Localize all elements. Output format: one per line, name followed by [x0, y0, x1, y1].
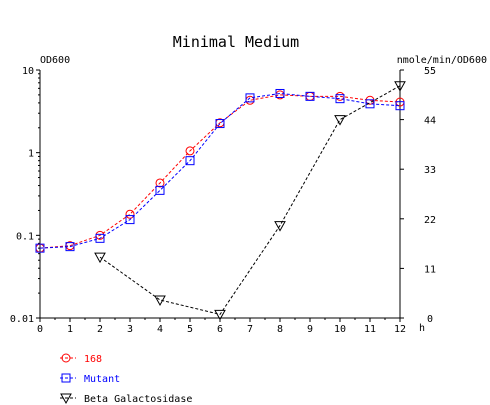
legend-marker [61, 353, 71, 363]
data-point [365, 99, 375, 109]
legend-marker [61, 373, 71, 383]
x-tick-label: 10 [334, 324, 346, 335]
right-tick-label: 0 [427, 314, 433, 325]
right-tick-label: 22 [424, 215, 436, 226]
series-line [39, 92, 401, 249]
x-tick-label: 6 [217, 324, 223, 335]
x-tick-label: 4 [157, 324, 163, 335]
left-axis-title: OD600 [40, 55, 70, 66]
chart-title: Minimal Medium [173, 33, 299, 51]
legend-label: 168 [84, 354, 102, 365]
data-point [65, 242, 75, 252]
x-tick-label: 5 [187, 324, 193, 335]
right-tick-label: 55 [424, 66, 436, 77]
right-axis-title: nmole/min/OD600 [397, 55, 487, 66]
data-point [215, 119, 225, 129]
series-mutant [35, 88, 405, 253]
data-point [274, 221, 286, 232]
x-tick-label: 1 [67, 324, 73, 335]
data-point [185, 156, 195, 166]
legend-item: Mutant [60, 373, 120, 385]
right-tick-label: 33 [424, 165, 436, 176]
data-point [305, 91, 315, 101]
left-tick-label: 1 [28, 149, 34, 160]
legend-label: Mutant [84, 374, 120, 385]
x-tick-label: 12 [394, 324, 406, 335]
series-beta-galactosidase [94, 81, 406, 321]
data-point [335, 94, 345, 104]
data-point [395, 101, 405, 111]
left-tick-label: 0.01 [10, 314, 34, 325]
right-tick-label: 11 [424, 264, 436, 275]
legend: 168 Mutant Beta Galactosidase [60, 353, 192, 405]
series-line [99, 85, 401, 315]
data-point [394, 81, 406, 92]
data-point [185, 146, 195, 156]
data-point [94, 252, 106, 264]
x-tick-label: 9 [307, 324, 313, 335]
x-tick-label: 11 [364, 324, 376, 335]
left-tick-label: 10 [22, 66, 34, 77]
series-168 [35, 90, 405, 253]
x-tick-label: 0 [37, 324, 43, 335]
data-point [275, 88, 285, 98]
data-point [125, 215, 135, 225]
right-tick-label: 44 [424, 116, 436, 127]
series-layer [35, 81, 406, 321]
x-axis-unit: h [419, 323, 425, 334]
legend-item: 168 [60, 353, 102, 365]
legend-marker [60, 393, 72, 405]
x-tick-label: 8 [277, 324, 283, 335]
data-point [155, 185, 165, 195]
data-point [125, 209, 135, 219]
data-point [214, 309, 226, 321]
data-point [154, 295, 166, 306]
data-point [35, 243, 45, 253]
left-tick-label: 0.1 [16, 231, 34, 242]
x-tick-label: 2 [97, 324, 103, 335]
data-point [245, 93, 255, 103]
data-point [334, 115, 346, 126]
data-point [155, 178, 165, 188]
legend-label: Beta Galactosidase [84, 394, 192, 405]
series-line [39, 94, 401, 249]
legend-item: Beta Galactosidase [60, 393, 192, 405]
x-tick-label: 3 [127, 324, 133, 335]
data-point [95, 233, 105, 243]
x-tick-label: 7 [247, 324, 253, 335]
